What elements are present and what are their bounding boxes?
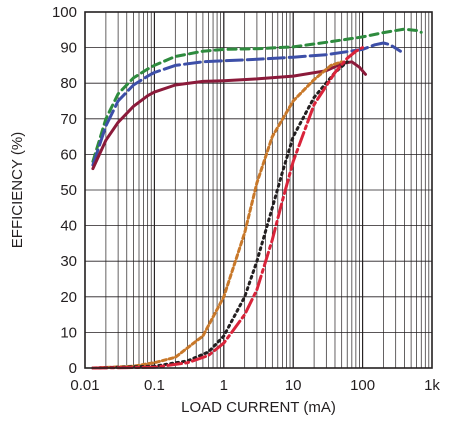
y-tick-label: 20: [60, 289, 77, 306]
tick-labels: 0.01 0.1 1 10 100 1k 0 10 20 30 40 50 60 70 80 90 100: [52, 4, 440, 394]
y-axis-label: EFFICIENCY (%): [9, 132, 26, 248]
data-series: [91, 27, 423, 370]
x-tick-label: 1k: [424, 377, 440, 394]
series-line-5: [91, 60, 349, 370]
plot-frame: [84, 11, 433, 369]
x-tick-label: 0.1: [144, 377, 165, 394]
series-line-6: [91, 46, 365, 370]
x-tick-label: 100: [350, 377, 375, 394]
grid: [84, 11, 433, 369]
x-axis-label: LOAD CURRENT (mA): [181, 399, 336, 416]
y-tick-label: 50: [60, 182, 77, 199]
y-tick-label: 80: [60, 75, 77, 92]
y-tick-label: 100: [52, 4, 77, 21]
series-line-2: [91, 41, 402, 167]
y-tick-label: 40: [60, 218, 77, 235]
x-tick-label: 0.01: [70, 377, 99, 394]
series-line-1: [91, 27, 423, 163]
y-tick-label: 60: [60, 146, 77, 163]
y-tick-label: 0: [69, 360, 77, 377]
x-tick-label: 10: [285, 377, 302, 394]
x-tick-label: 1: [220, 377, 228, 394]
y-tick-label: 30: [60, 253, 77, 270]
series-line-4: [91, 60, 344, 370]
y-tick-label: 10: [60, 324, 77, 341]
y-tick-label: 90: [60, 40, 77, 57]
y-tick-label: 70: [60, 111, 77, 128]
